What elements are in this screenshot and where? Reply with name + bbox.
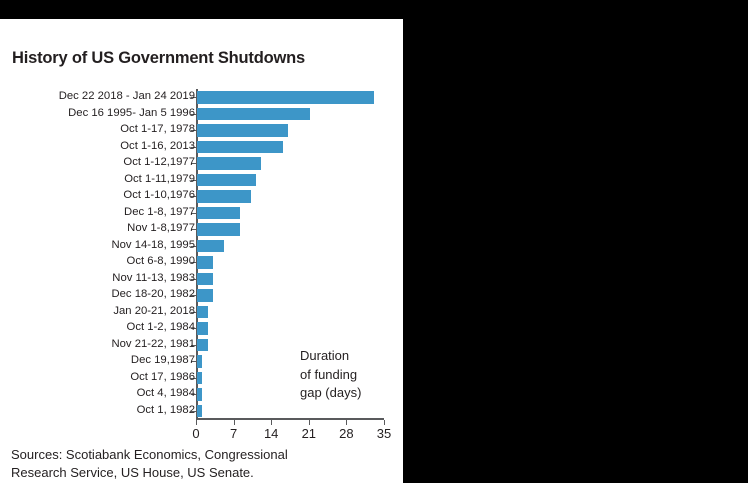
category-label: Oct 6-8, 1990 bbox=[126, 255, 195, 268]
category-label: Oct 1-12,1977 bbox=[123, 156, 195, 169]
category-label: Dec 16 1995- Jan 5 1996 bbox=[68, 106, 195, 119]
x-axis-tick-label: 14 bbox=[263, 426, 279, 441]
x-axis-line bbox=[196, 418, 384, 420]
chart-annotation: Duration of funding gap (days) bbox=[300, 347, 361, 403]
category-label: Dec 19,1987 bbox=[130, 354, 195, 367]
y-axis-tick bbox=[191, 146, 196, 148]
bar bbox=[197, 355, 203, 368]
annotation-line-1: Duration bbox=[300, 348, 350, 363]
source-line-1: Sources: Scotiabank Economics, Congressi… bbox=[11, 447, 288, 462]
source-line-2: Research Service, US House, US Senate. bbox=[11, 465, 254, 480]
category-label: Oct 1-2, 1984 bbox=[126, 321, 195, 334]
y-axis-tick bbox=[191, 328, 196, 330]
bar bbox=[197, 107, 310, 120]
bar bbox=[197, 124, 289, 137]
y-axis-tick bbox=[191, 344, 196, 346]
bar bbox=[197, 404, 203, 417]
category-label: Nov 1-8,1977 bbox=[127, 222, 195, 235]
x-axis-tick-label: 28 bbox=[339, 426, 354, 441]
category-label: Nov 14-18, 1995 bbox=[111, 238, 195, 251]
x-axis-tick-label: 21 bbox=[301, 426, 317, 441]
x-axis-tick-label: 7 bbox=[229, 426, 238, 441]
x-axis-tick-label: 0 bbox=[192, 426, 200, 441]
category-label: Dec 18-20, 1982 bbox=[111, 288, 195, 301]
y-axis-tick bbox=[191, 245, 196, 247]
category-label: Oct 1, 1982 bbox=[136, 403, 195, 416]
y-axis-tick bbox=[191, 377, 196, 379]
y-axis-line bbox=[196, 89, 198, 419]
x-axis-tick-label: 35 bbox=[376, 426, 392, 441]
x-axis-tick bbox=[384, 420, 385, 425]
category-label: Oct 4, 1984 bbox=[136, 387, 195, 400]
y-axis-tick bbox=[191, 196, 196, 198]
bar bbox=[197, 140, 283, 153]
y-axis-tick bbox=[191, 179, 196, 181]
x-axis-tick bbox=[233, 420, 235, 425]
chart-title: History of US Government Shutdowns bbox=[12, 49, 305, 67]
category-label: Oct 1-10,1976 bbox=[123, 189, 195, 202]
bar bbox=[197, 173, 257, 186]
category-label: Oct 17, 1986 bbox=[130, 370, 195, 383]
bar bbox=[197, 371, 203, 384]
y-axis-tick bbox=[191, 410, 196, 412]
y-axis-tick bbox=[191, 229, 196, 231]
bar bbox=[197, 206, 240, 219]
bar bbox=[197, 239, 224, 252]
annotation-line-2: of funding bbox=[300, 366, 358, 382]
y-axis-tick bbox=[191, 295, 196, 297]
source-note: Sources: Scotiabank Economics, Congressi… bbox=[11, 446, 403, 482]
bar bbox=[197, 388, 203, 401]
x-axis-tick bbox=[196, 420, 197, 425]
category-label: Nov 11-13, 1983 bbox=[112, 271, 195, 284]
y-axis-tick bbox=[191, 113, 196, 115]
y-axis-tick bbox=[191, 278, 196, 280]
x-axis-tick bbox=[308, 420, 310, 425]
y-axis-tick bbox=[191, 262, 196, 264]
bar bbox=[197, 305, 208, 318]
y-axis-tick bbox=[191, 311, 196, 313]
category-label: Oct 1-17, 1978 bbox=[120, 123, 195, 136]
bar bbox=[197, 272, 214, 285]
plot-area: Dec 22 2018 - Jan 24 2019 Dec 16 1995- Ja… bbox=[0, 89, 403, 419]
category-label: Nov 21-22, 1981 bbox=[111, 337, 195, 350]
y-axis-tick bbox=[191, 361, 196, 363]
bar bbox=[197, 338, 208, 351]
bar bbox=[197, 157, 262, 170]
x-axis-tick bbox=[271, 420, 273, 425]
bar bbox=[197, 223, 240, 236]
category-label: Dec 22 2018 - Jan 24 2019 bbox=[58, 90, 195, 103]
chart-card: History of US Government Shutdowns Dec 2… bbox=[0, 19, 403, 483]
bar bbox=[197, 256, 214, 269]
category-label: Jan 20-21, 2018 bbox=[113, 304, 195, 317]
bar bbox=[197, 190, 251, 203]
x-axis-tick bbox=[346, 420, 348, 425]
bar bbox=[197, 289, 214, 302]
annotation-line-3: gap (days) bbox=[300, 385, 362, 400]
y-axis-tick bbox=[191, 394, 196, 396]
y-axis-tick bbox=[191, 163, 196, 165]
y-axis-tick bbox=[191, 212, 196, 214]
bar bbox=[197, 91, 375, 104]
category-label: Oct 1-16, 2013 bbox=[120, 139, 195, 152]
y-axis-tick bbox=[191, 130, 196, 132]
y-axis-tick bbox=[191, 97, 196, 99]
category-label: Oct 1-11,1979 bbox=[124, 172, 195, 185]
bar bbox=[197, 322, 208, 335]
category-label: Dec 1-8, 1977 bbox=[124, 205, 195, 218]
